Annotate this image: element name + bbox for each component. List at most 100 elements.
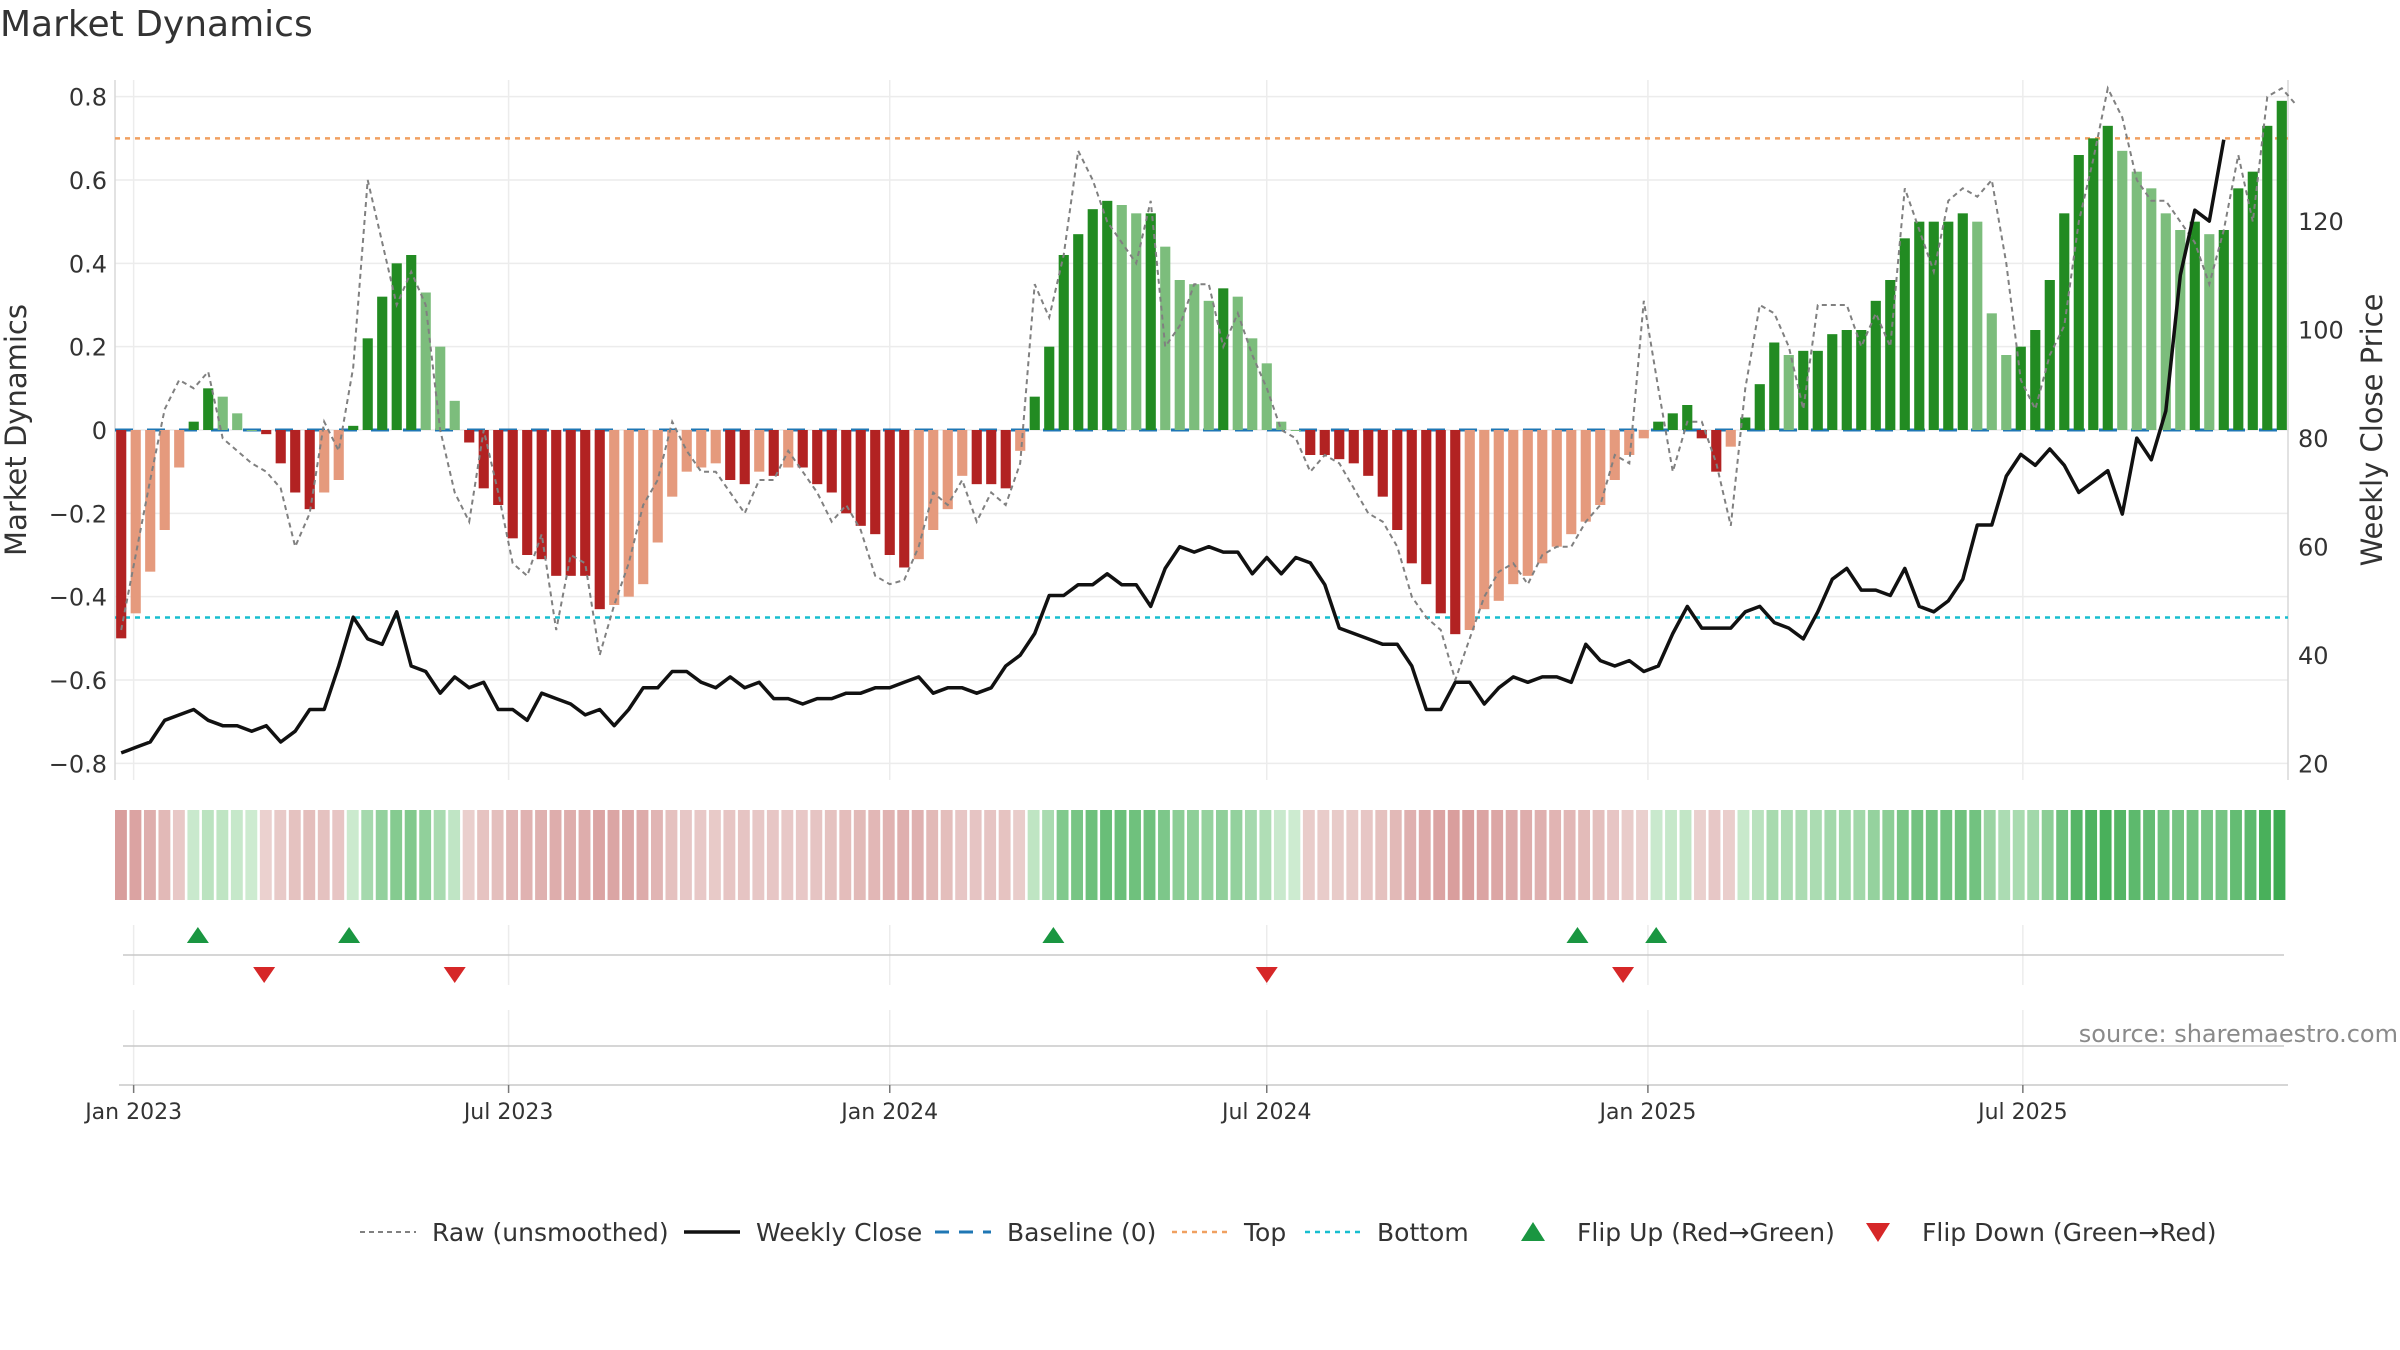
dynamics-bar — [609, 430, 620, 605]
heat-cell — [1679, 810, 1692, 900]
heat-cell — [940, 810, 953, 900]
heat-cell — [274, 810, 287, 900]
heat-cell — [2157, 810, 2170, 900]
dynamics-bar — [1696, 430, 1707, 439]
dynamics-bar — [1087, 209, 1098, 430]
dynamics-bar — [478, 430, 489, 489]
regime-heat-strip — [115, 810, 2286, 900]
legend-swatch-flip-up — [1521, 1222, 1545, 1241]
dynamics-bar — [1957, 213, 1968, 430]
dynamics-bar — [319, 430, 330, 493]
dynamics-bar — [1421, 430, 1432, 585]
dynamics-bar — [435, 346, 446, 430]
heat-cell — [1925, 810, 1938, 900]
heat-cell — [1389, 810, 1402, 900]
dynamics-bar — [1218, 288, 1229, 430]
dynamics-bar — [2088, 138, 2099, 431]
flip-up-marker — [338, 927, 361, 943]
dynamics-bar — [1754, 384, 1765, 430]
heat-cell — [506, 810, 519, 900]
heat-cell — [1230, 810, 1243, 900]
heat-cell — [158, 810, 171, 900]
heat-cell — [1563, 810, 1576, 900]
heat-cell — [2041, 810, 2054, 900]
heat-cell — [1100, 810, 1112, 900]
heat-cell — [969, 810, 982, 900]
dynamics-bar — [594, 430, 605, 610]
heat-cell — [2172, 810, 2184, 900]
heat-cell — [1158, 810, 1170, 900]
dynamics-bar — [1798, 350, 1809, 430]
heat-cell — [578, 810, 591, 900]
heat-cell — [636, 810, 649, 900]
heat-cell — [1838, 810, 1851, 900]
heat-cell — [1462, 810, 1475, 900]
heat-cell — [361, 810, 374, 900]
heat-cell — [1621, 810, 1634, 900]
heat-cell — [665, 810, 678, 900]
dynamics-bar — [797, 430, 808, 468]
dynamics-bar — [1116, 205, 1127, 430]
heat-cell — [593, 810, 605, 900]
flip-marker-panel — [123, 925, 2284, 985]
dynamics-bar — [739, 430, 750, 485]
heat-cell — [1447, 810, 1460, 900]
heat-cell — [1969, 810, 1982, 900]
dynamics-bar — [1522, 430, 1533, 576]
dynamics-bar — [1334, 430, 1345, 460]
dynamics-bar — [1073, 234, 1084, 430]
dynamics-bar — [1566, 430, 1577, 535]
dynamics-bar — [768, 430, 779, 476]
dynamics-bar — [493, 430, 504, 505]
heat-cell — [115, 810, 127, 900]
heat-cell — [1027, 810, 1040, 900]
x-tick-label: Jan 2023 — [83, 1100, 182, 1125]
heat-cell — [1896, 810, 1909, 900]
heat-cell — [781, 810, 794, 900]
heat-cell — [1578, 810, 1591, 900]
heat-cell — [1766, 810, 1779, 900]
heat-cell — [1780, 810, 1793, 900]
dynamics-bar — [696, 430, 707, 468]
heat-cell — [984, 810, 997, 900]
dynamics-bar — [522, 430, 533, 555]
legend-label-flip-up: Flip Up (Red→Green) — [1577, 1218, 1835, 1247]
x-tick-label: Jul 2024 — [1220, 1100, 1312, 1125]
heat-cell — [2201, 810, 2213, 900]
heat-cell — [259, 810, 272, 900]
dynamics-bar — [2160, 213, 2171, 430]
dynamics-bar — [174, 430, 185, 468]
heat-cell — [462, 810, 475, 900]
dynamics-bar — [1972, 221, 1983, 430]
heat-cell — [1954, 810, 1967, 900]
heat-cell — [1592, 810, 1605, 900]
dynamics-bar — [1392, 430, 1403, 530]
heat-cell — [564, 810, 576, 900]
dynamics-bar — [1000, 430, 1011, 489]
heat-cell — [245, 810, 258, 900]
heat-cell — [1882, 810, 1895, 900]
dynamics-bar — [130, 430, 141, 614]
heat-cell — [2259, 810, 2271, 900]
dynamics-bar — [1841, 330, 1852, 430]
heat-cell — [346, 810, 359, 900]
dynamics-bar — [1363, 430, 1374, 476]
heat-cell — [607, 810, 620, 900]
dynamics-bar — [1537, 430, 1548, 564]
dynamics-bar — [841, 430, 852, 514]
heat-cell — [1331, 810, 1344, 900]
heat-cell — [1360, 810, 1373, 900]
dynamics-bar — [580, 430, 591, 576]
dynamics-bar — [449, 400, 460, 430]
left-tick-label: −0.2 — [49, 500, 107, 528]
dynamics-bar — [1783, 355, 1794, 430]
heat-cell — [216, 810, 229, 900]
dynamics-bar — [333, 430, 344, 480]
dynamics-bar — [1348, 430, 1359, 464]
dynamics-bar — [348, 425, 359, 430]
heat-cell — [390, 810, 403, 900]
dynamics-bar — [464, 430, 475, 443]
legend-label-flip-down: Flip Down (Green→Red) — [1922, 1218, 2217, 1247]
heat-cell — [2215, 810, 2228, 900]
dynamics-bar — [1870, 300, 1881, 430]
